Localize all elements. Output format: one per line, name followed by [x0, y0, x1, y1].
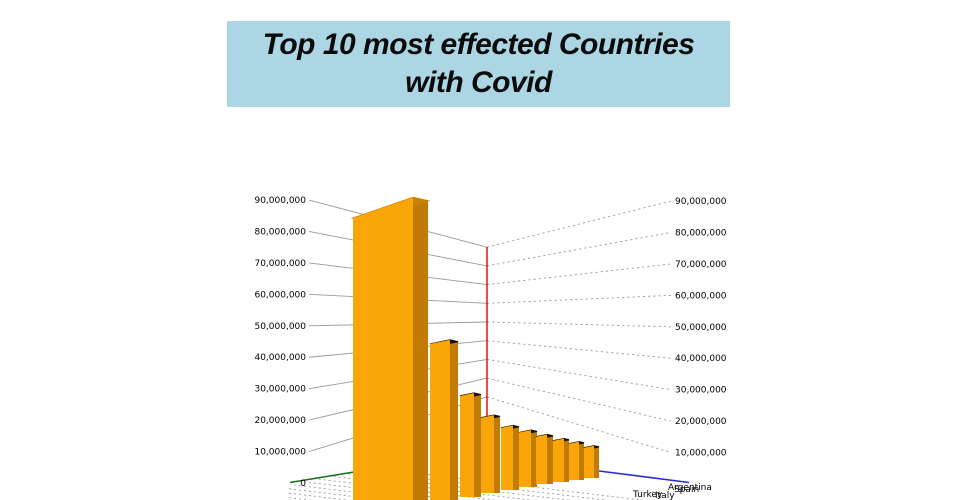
- y-axis-tick-label-right: 50,000,000: [675, 323, 727, 333]
- bar-rank-3: [459, 392, 482, 497]
- y-axis-tick-label-left: 60,000,000: [254, 290, 306, 300]
- bar-rank-5: [500, 424, 520, 490]
- y-axis-tick-label-left: 90,000,000: [254, 196, 306, 206]
- gridline-right-wall: [486, 263, 672, 286]
- bar-side-face: [594, 445, 599, 478]
- category-axis-line: [598, 470, 690, 484]
- title-banner: Top 10 most effected Countries with Covi…: [227, 21, 730, 107]
- y-axis-tick-label-right: 60,000,000: [675, 291, 727, 301]
- bar-argentina: [583, 445, 600, 478]
- bar-front-face: [536, 434, 547, 484]
- bar-front-face: [584, 445, 594, 478]
- bar-turkey: [535, 433, 554, 484]
- gridline-right-wall: [486, 396, 672, 453]
- gridline-right-wall: [486, 200, 672, 248]
- bar-front-face: [501, 425, 513, 490]
- floor-axis-left-line: [289, 471, 355, 484]
- bar-side-face: [474, 393, 481, 497]
- y-axis-tick-label-left: 30,000,000: [254, 385, 306, 395]
- gridline-right-wall: [486, 232, 672, 267]
- y-axis-tick-label-left: 20,000,000: [254, 416, 306, 426]
- floor-gridline: [289, 470, 700, 500]
- bar-side-face: [413, 197, 428, 500]
- gridline-right-wall: [486, 340, 672, 359]
- category-label-argentina: Argentina: [668, 483, 712, 493]
- y-axis-tick-label-left: 10,000,000: [254, 448, 306, 458]
- chart-title-line-2: with Covid: [405, 66, 552, 99]
- bar-front-face: [353, 197, 413, 500]
- y-axis-tick-label-right: 80,000,000: [675, 228, 727, 238]
- gridline-right-wall: [486, 321, 672, 328]
- chart-title-line-1: Top 10 most effected Countries: [262, 28, 695, 61]
- bar-rank-4: [480, 414, 501, 493]
- bar-side-face: [450, 339, 458, 500]
- category-label-turkey: Turkey: [632, 490, 663, 500]
- bar-side-face: [547, 434, 553, 484]
- gridline-right-wall: [486, 358, 672, 391]
- y-axis-tick-label-right: 90,000,000: [675, 197, 727, 207]
- bar-rank-2: [429, 339, 459, 500]
- bar-rank-6: [518, 429, 538, 487]
- bar-spain: [568, 441, 585, 480]
- bar-italy: [552, 438, 570, 482]
- bar-rank-1: [350, 196, 431, 500]
- bar-side-face: [531, 430, 537, 487]
- bar-side-face: [494, 415, 500, 493]
- bar-side-face: [564, 438, 569, 482]
- bar-front-face: [460, 393, 474, 497]
- category-label-italy: Italy: [655, 491, 675, 500]
- y-axis-tick-label-right: 10,000,000: [675, 449, 727, 459]
- bar-front-face: [481, 415, 494, 493]
- y-axis-tick-label-right: 20,000,000: [675, 417, 727, 427]
- y-axis-tick-label-right: 30,000,000: [675, 386, 727, 396]
- bar-side-face: [579, 441, 584, 480]
- y-axis-tick-label-left: 40,000,000: [254, 353, 306, 363]
- gridline-right-wall: [486, 377, 672, 422]
- gridline-right-wall: [486, 294, 672, 304]
- bar-front-face: [553, 438, 564, 482]
- bar-side-face: [513, 425, 519, 490]
- y-axis-tick-label-left: 0: [300, 479, 306, 489]
- bar-front-face: [519, 430, 531, 487]
- y-axis-tick-label-left: 50,000,000: [254, 322, 306, 332]
- y-axis-tick-label-right: 40,000,000: [675, 354, 727, 364]
- y-axis-tick-label-left: 80,000,000: [254, 227, 306, 237]
- category-label-spain: Spain: [674, 485, 699, 495]
- bar-front-face: [430, 339, 450, 500]
- y-axis-tick-label-right: 70,000,000: [675, 260, 727, 270]
- bar-front-face: [569, 441, 579, 480]
- y-axis-tick-label-left: 70,000,000: [254, 259, 306, 269]
